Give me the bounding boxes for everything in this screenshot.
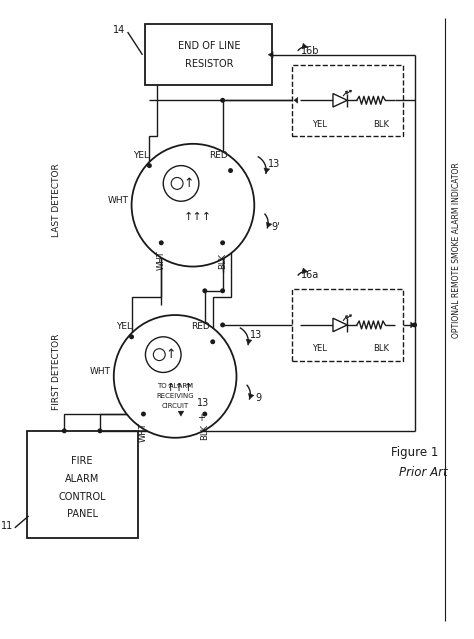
- Circle shape: [220, 98, 225, 103]
- Text: 13: 13: [250, 330, 263, 340]
- Text: RED: RED: [210, 151, 228, 160]
- Text: +: +: [197, 413, 205, 423]
- Circle shape: [132, 144, 254, 266]
- Text: Figure 1: Figure 1: [391, 446, 438, 459]
- Text: 13: 13: [268, 158, 280, 169]
- Polygon shape: [333, 318, 347, 332]
- Text: TO ALARM: TO ALARM: [157, 383, 193, 389]
- Text: BLK: BLK: [373, 119, 389, 128]
- Text: WHT: WHT: [90, 367, 110, 376]
- Circle shape: [163, 166, 199, 201]
- Text: YEL: YEL: [312, 119, 327, 128]
- Text: YEL: YEL: [116, 323, 132, 332]
- Circle shape: [147, 163, 152, 168]
- Bar: [146, 24, 272, 86]
- Polygon shape: [266, 222, 272, 227]
- Circle shape: [202, 412, 207, 417]
- Text: LAST DETECTOR: LAST DETECTOR: [52, 164, 61, 237]
- Polygon shape: [345, 91, 347, 93]
- Bar: [27, 431, 137, 537]
- Text: FIRE: FIRE: [72, 456, 93, 466]
- Circle shape: [202, 288, 207, 293]
- Text: 13: 13: [197, 398, 209, 408]
- Text: WHT: WHT: [139, 422, 148, 442]
- Circle shape: [220, 323, 225, 327]
- Text: RECEIVING: RECEIVING: [156, 393, 194, 399]
- Text: 16b: 16b: [301, 46, 319, 56]
- Text: ↑↑↑: ↑↑↑: [166, 383, 194, 393]
- Text: OPTIONAL REMOTE SMOKE ALARM INDICATOR: OPTIONAL REMOTE SMOKE ALARM INDICATOR: [452, 162, 461, 337]
- Text: YEL: YEL: [134, 151, 149, 160]
- Text: PANEL: PANEL: [67, 509, 98, 520]
- Text: BLK: BLK: [218, 252, 227, 268]
- Polygon shape: [264, 168, 270, 173]
- Circle shape: [62, 428, 67, 433]
- Circle shape: [146, 337, 181, 373]
- Polygon shape: [349, 90, 352, 93]
- Text: BLK: BLK: [373, 344, 389, 353]
- Polygon shape: [302, 268, 308, 273]
- Polygon shape: [345, 316, 347, 318]
- Circle shape: [228, 168, 233, 173]
- Text: ↑↑↑: ↑↑↑: [184, 212, 212, 222]
- Text: ↑: ↑: [184, 177, 194, 190]
- Circle shape: [412, 323, 417, 327]
- Polygon shape: [333, 93, 347, 107]
- Text: ALARM: ALARM: [65, 474, 99, 484]
- Text: 11: 11: [0, 521, 13, 531]
- Text: WHT: WHT: [107, 196, 128, 204]
- Bar: [292, 289, 403, 360]
- Circle shape: [171, 178, 183, 189]
- Text: 16a: 16a: [301, 270, 319, 281]
- Polygon shape: [178, 411, 184, 416]
- Polygon shape: [349, 314, 352, 317]
- Polygon shape: [246, 339, 252, 344]
- Circle shape: [220, 288, 225, 293]
- Bar: [292, 65, 403, 136]
- Circle shape: [98, 428, 102, 433]
- Text: CIRCUIT: CIRCUIT: [162, 403, 189, 409]
- Circle shape: [129, 334, 134, 339]
- Text: 9: 9: [255, 393, 261, 403]
- Polygon shape: [268, 52, 273, 58]
- Text: END OF LINE: END OF LINE: [178, 40, 240, 50]
- Polygon shape: [410, 322, 415, 328]
- Text: ↑: ↑: [166, 348, 176, 361]
- Text: RED: RED: [191, 323, 210, 332]
- Text: RESISTOR: RESISTOR: [184, 59, 233, 69]
- Text: 14: 14: [113, 25, 126, 35]
- Polygon shape: [302, 43, 308, 49]
- Circle shape: [154, 349, 165, 360]
- Text: 9': 9': [272, 222, 281, 232]
- Text: YEL: YEL: [312, 344, 327, 353]
- Circle shape: [159, 240, 164, 245]
- Text: BLK: BLK: [201, 424, 210, 440]
- Circle shape: [220, 240, 225, 245]
- Circle shape: [141, 412, 146, 417]
- Polygon shape: [294, 97, 298, 104]
- Text: WHT: WHT: [157, 250, 166, 270]
- Polygon shape: [248, 393, 254, 399]
- Circle shape: [210, 339, 215, 344]
- Circle shape: [114, 315, 237, 438]
- Text: FIRST DETECTOR: FIRST DETECTOR: [52, 334, 61, 410]
- Text: Prior Art: Prior Art: [399, 466, 447, 479]
- Text: CONTROL: CONTROL: [58, 492, 106, 502]
